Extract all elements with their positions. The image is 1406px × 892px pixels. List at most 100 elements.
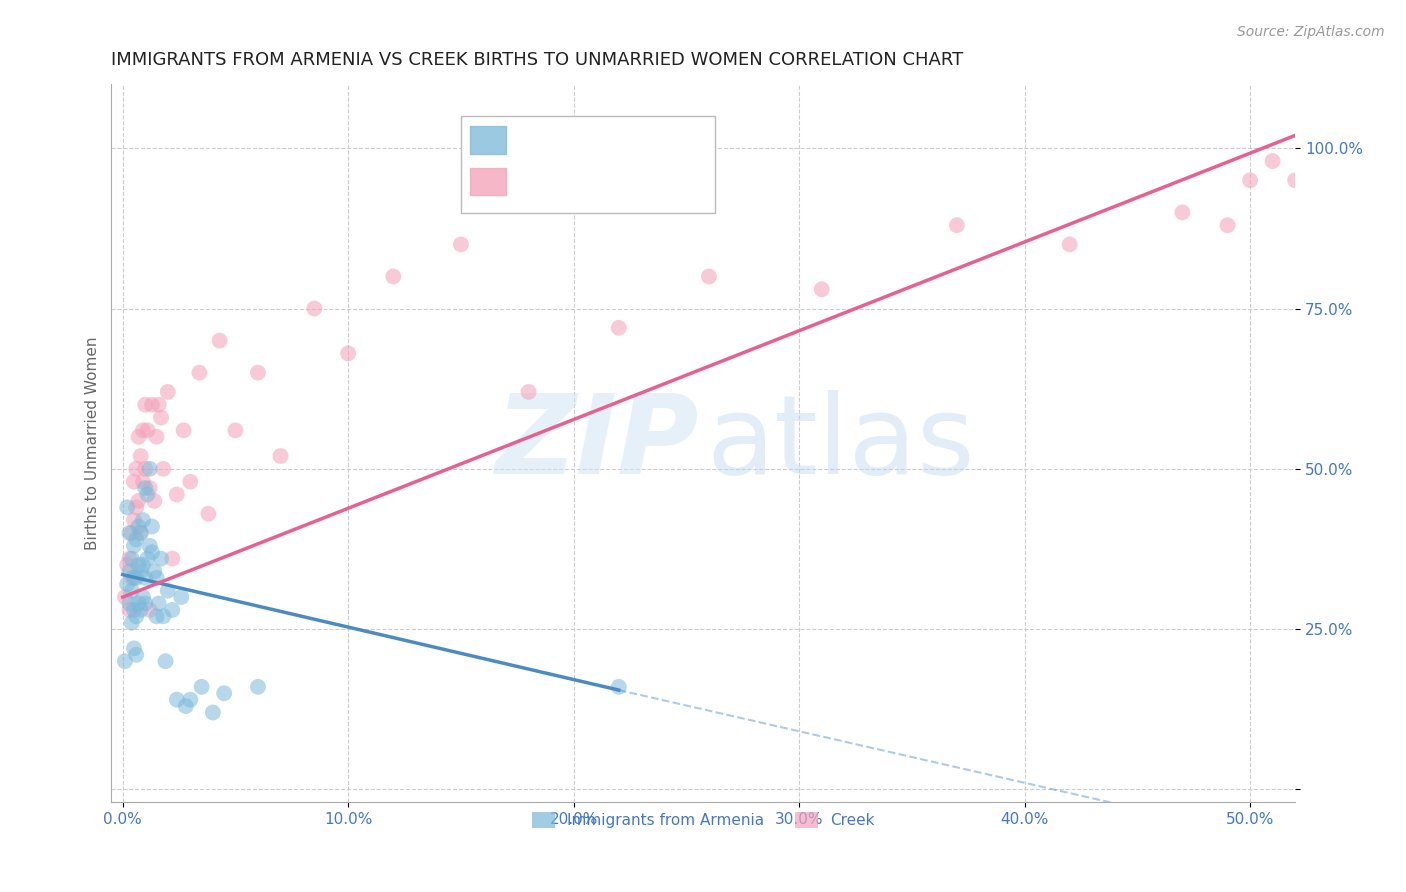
Bar <box>470 169 506 195</box>
Point <box>145 571 167 585</box>
Point <box>122 539 145 553</box>
Point <box>136 423 159 437</box>
Point <box>1329 141 1351 155</box>
Point <box>1284 173 1306 187</box>
Point <box>121 583 143 598</box>
Point <box>121 525 143 540</box>
Point <box>148 398 170 412</box>
Point <box>134 398 156 412</box>
Point <box>212 686 235 700</box>
Point <box>121 551 143 566</box>
Point <box>143 494 166 508</box>
Point <box>304 301 326 316</box>
Point <box>121 571 143 585</box>
Point <box>155 654 177 668</box>
Point <box>125 571 148 585</box>
Point <box>697 269 720 284</box>
Text: N =: N = <box>626 171 686 189</box>
Point <box>148 597 170 611</box>
Point <box>1059 237 1081 252</box>
Point <box>125 648 148 662</box>
Point <box>125 462 148 476</box>
Point <box>1171 205 1194 219</box>
Point <box>132 423 155 437</box>
Point <box>118 565 141 579</box>
Point <box>139 539 162 553</box>
Point <box>197 507 219 521</box>
Point <box>129 525 152 540</box>
Point <box>139 462 162 476</box>
Text: Source: ZipAtlas.com: Source: ZipAtlas.com <box>1237 25 1385 39</box>
Point <box>162 603 184 617</box>
Text: 0.727: 0.727 <box>567 171 617 189</box>
Point <box>136 551 159 566</box>
Point <box>129 603 152 617</box>
Point <box>125 609 148 624</box>
Point <box>114 590 136 604</box>
Point <box>118 597 141 611</box>
Text: R =: R = <box>517 129 557 147</box>
Point <box>134 481 156 495</box>
FancyBboxPatch shape <box>461 117 716 213</box>
Text: 53: 53 <box>671 129 692 147</box>
Point <box>607 320 630 334</box>
Legend: Immigrants from Armenia, Creek: Immigrants from Armenia, Creek <box>526 805 880 834</box>
Point <box>170 590 193 604</box>
Point <box>143 565 166 579</box>
Point <box>125 533 148 547</box>
Point <box>166 692 188 706</box>
Point <box>139 603 162 617</box>
Point <box>1306 141 1329 155</box>
Point <box>517 384 540 399</box>
Point <box>1239 173 1261 187</box>
Point <box>127 519 149 533</box>
Point <box>174 699 197 714</box>
Point <box>115 577 138 591</box>
Point <box>224 423 246 437</box>
Point <box>115 500 138 515</box>
Point <box>132 590 155 604</box>
Text: IMMIGRANTS FROM ARMENIA VS CREEK BIRTHS TO UNMARRIED WOMEN CORRELATION CHART: IMMIGRANTS FROM ARMENIA VS CREEK BIRTHS … <box>111 51 963 69</box>
Point <box>136 487 159 501</box>
Point <box>337 346 360 360</box>
Point <box>810 282 832 296</box>
Point <box>134 597 156 611</box>
Point <box>129 449 152 463</box>
Point <box>946 218 969 232</box>
Point <box>145 430 167 444</box>
Point <box>450 237 472 252</box>
Point <box>122 603 145 617</box>
Point <box>152 462 174 476</box>
Bar <box>470 127 506 153</box>
Text: 56: 56 <box>671 171 692 189</box>
Point <box>132 558 155 572</box>
Point <box>270 449 292 463</box>
Point <box>122 475 145 489</box>
Point <box>173 423 195 437</box>
Point <box>607 680 630 694</box>
Point <box>141 545 163 559</box>
Point <box>139 481 162 495</box>
Point <box>122 571 145 585</box>
Point <box>134 571 156 585</box>
Text: N =: N = <box>626 129 686 147</box>
Point <box>246 366 269 380</box>
Point <box>129 525 152 540</box>
Point <box>1261 154 1284 169</box>
Point <box>162 551 184 566</box>
Point <box>132 513 155 527</box>
Text: ZIP: ZIP <box>496 390 700 497</box>
Point <box>150 551 173 566</box>
Point <box>114 654 136 668</box>
Point <box>132 475 155 489</box>
Point <box>1216 218 1239 232</box>
Point <box>156 583 179 598</box>
Point <box>141 398 163 412</box>
Point <box>156 384 179 399</box>
Point <box>246 680 269 694</box>
Point <box>201 706 224 720</box>
Point <box>129 565 152 579</box>
Point <box>208 334 231 348</box>
Point <box>134 462 156 476</box>
Text: R =: R = <box>517 171 568 189</box>
